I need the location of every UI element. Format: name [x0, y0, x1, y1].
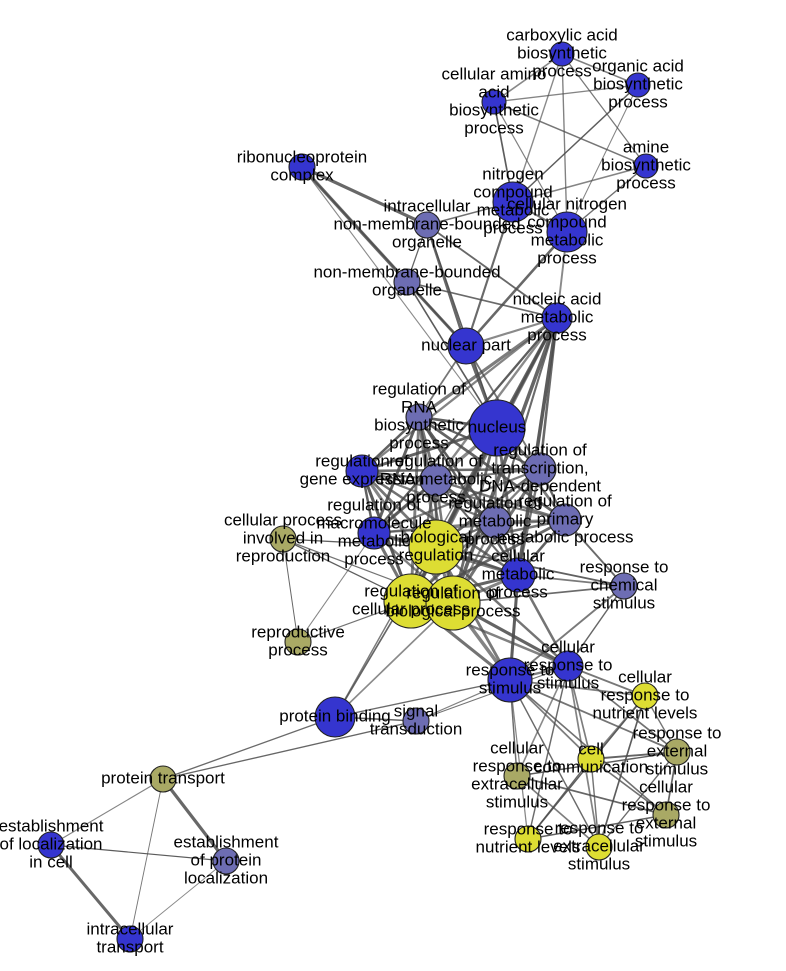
svg-text:process: process	[268, 641, 328, 660]
svg-text:extracellular: extracellular	[553, 837, 645, 856]
svg-text:ribonucleoprotein: ribonucleoprotein	[237, 148, 367, 167]
svg-text:response to: response to	[580, 558, 669, 577]
svg-text:chemical: chemical	[590, 576, 657, 595]
svg-text:localization: localization	[184, 869, 268, 888]
svg-text:amine: amine	[623, 138, 669, 157]
svg-text:biological: biological	[401, 528, 472, 547]
svg-text:protein transport: protein transport	[101, 769, 225, 788]
svg-text:cellular: cellular	[639, 778, 693, 797]
svg-text:transport: transport	[96, 938, 163, 957]
svg-text:stimulus: stimulus	[486, 793, 548, 812]
svg-text:extracellular: extracellular	[471, 775, 563, 794]
svg-text:nucleic acid: nucleic acid	[513, 290, 602, 309]
svg-text:stimulus: stimulus	[537, 674, 599, 693]
svg-text:cellular: cellular	[541, 638, 595, 657]
svg-text:regulation of: regulation of	[372, 380, 466, 399]
svg-text:nitrogen: nitrogen	[482, 165, 543, 184]
svg-text:cellular nitrogen: cellular nitrogen	[507, 195, 627, 214]
svg-text:primary: primary	[537, 510, 594, 529]
svg-text:biological process: biological process	[385, 602, 520, 621]
svg-text:process: process	[537, 249, 597, 268]
svg-text:intracellular: intracellular	[87, 920, 174, 939]
svg-text:RNA: RNA	[401, 398, 438, 417]
svg-text:response to: response to	[633, 724, 722, 743]
svg-text:metabolic: metabolic	[521, 308, 594, 327]
svg-text:biosynthetic: biosynthetic	[593, 75, 683, 94]
svg-text:biosynthetic: biosynthetic	[449, 101, 539, 120]
svg-text:regulation of: regulation of	[389, 452, 483, 471]
svg-text:reproductive: reproductive	[251, 623, 345, 642]
svg-text:external: external	[636, 814, 696, 833]
svg-text:stimulus: stimulus	[568, 855, 630, 874]
svg-text:response to: response to	[555, 819, 644, 838]
svg-text:biosynthetic: biosynthetic	[374, 416, 464, 435]
svg-text:reproduction: reproduction	[236, 547, 331, 566]
svg-text:organelle: organelle	[372, 281, 442, 300]
svg-text:external: external	[647, 742, 707, 761]
svg-text:response to: response to	[601, 686, 690, 705]
svg-text:process: process	[608, 93, 668, 112]
svg-text:acid: acid	[478, 83, 509, 102]
svg-text:process: process	[344, 550, 404, 569]
svg-text:process: process	[616, 174, 676, 193]
svg-text:complex: complex	[270, 166, 334, 185]
svg-text:response to: response to	[524, 656, 613, 675]
svg-text:transcription,: transcription,	[491, 459, 588, 478]
svg-text:nutrient levels: nutrient levels	[593, 704, 698, 723]
svg-text:involved in: involved in	[243, 529, 323, 548]
svg-text:non-membrane-bounded: non-membrane-bounded	[333, 215, 520, 234]
svg-text:organelle: organelle	[392, 233, 462, 252]
svg-text:metabolic: metabolic	[482, 565, 555, 584]
svg-text:transduction: transduction	[370, 720, 463, 739]
svg-text:response to: response to	[622, 796, 711, 815]
svg-text:process: process	[389, 434, 449, 453]
svg-text:cellular amino: cellular amino	[442, 65, 547, 84]
svg-text:cellular: cellular	[618, 668, 672, 687]
svg-text:stimulus: stimulus	[593, 594, 655, 613]
svg-text:non-membrane-bounded: non-membrane-bounded	[313, 263, 500, 282]
svg-text:compound: compound	[527, 213, 606, 232]
svg-text:carboxylic acid: carboxylic acid	[506, 26, 618, 45]
svg-text:signal: signal	[394, 702, 438, 721]
svg-text:response to: response to	[473, 757, 562, 776]
svg-text:establishment: establishment	[174, 833, 279, 852]
svg-text:establishment: establishment	[0, 817, 104, 836]
svg-text:stimulus: stimulus	[646, 760, 708, 779]
svg-text:regulation of: regulation of	[406, 584, 500, 603]
svg-text:biosynthetic: biosynthetic	[601, 156, 691, 175]
svg-text:process: process	[464, 119, 524, 138]
svg-text:regulation of: regulation of	[448, 494, 542, 513]
svg-text:of protein: of protein	[191, 851, 262, 870]
svg-text:stimulus: stimulus	[479, 679, 541, 698]
svg-text:regulation of: regulation of	[493, 441, 587, 460]
svg-text:cellular process: cellular process	[224, 511, 342, 530]
svg-text:of localization: of localization	[0, 835, 103, 854]
svg-text:nucleus: nucleus	[468, 418, 527, 437]
svg-text:nuclear part: nuclear part	[421, 336, 511, 355]
svg-text:cellular: cellular	[490, 739, 544, 758]
svg-text:organic acid: organic acid	[592, 57, 684, 76]
svg-text:metabolic: metabolic	[531, 231, 604, 250]
svg-text:in cell: in cell	[29, 853, 72, 872]
svg-text:regulation: regulation	[399, 546, 474, 565]
svg-text:intracellular: intracellular	[384, 197, 471, 216]
svg-text:process: process	[527, 326, 587, 345]
svg-text:cell: cell	[578, 740, 604, 759]
svg-text:RNA metabolic: RNA metabolic	[380, 470, 493, 489]
svg-text:cellular: cellular	[491, 547, 545, 566]
